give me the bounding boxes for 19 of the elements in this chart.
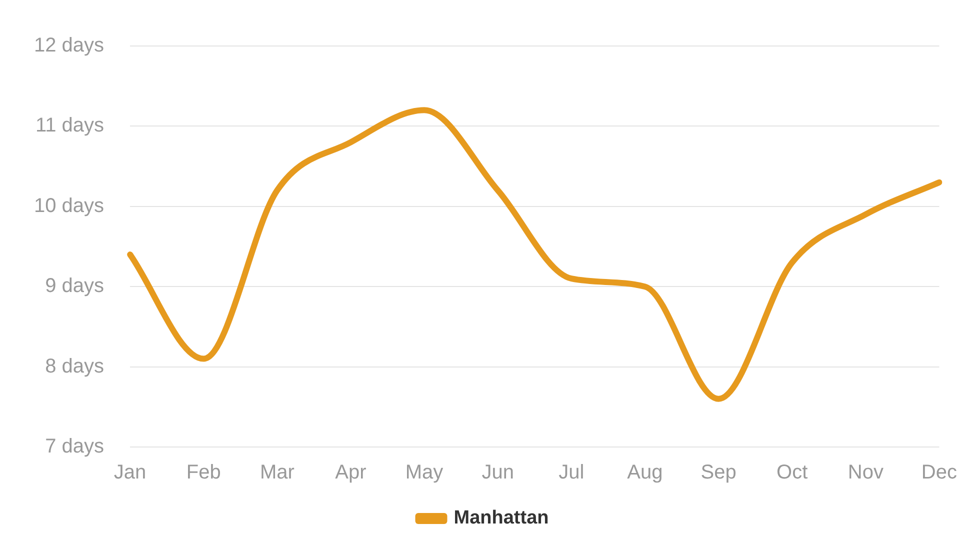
y-tick-label: 7 days [45,436,104,458]
x-tick-label: Jul [558,462,584,484]
x-tick-label: Feb [186,462,221,484]
x-tick-label: Apr [335,462,367,484]
x-tick-label: Jun [482,462,514,484]
y-tick-label: 10 days [34,194,104,217]
x-tick-label: Jan [114,462,146,484]
x-tick-label: Nov [848,462,884,484]
x-tick-label: May [405,462,444,484]
x-tick-label: Mar [260,462,295,484]
y-tick-label: 9 days [45,275,104,298]
x-tick-label: Sep [700,462,736,484]
x-tick-label: Aug [627,462,663,484]
legend-label: Manhattan [454,508,549,529]
x-tick-label: Oct [776,462,808,484]
y-tick-label: 11 days [35,114,104,137]
y-tick-label: 8 days [45,355,104,378]
x-tick-label: Dec [921,462,958,484]
y-tick-label: 12 days [34,34,104,57]
